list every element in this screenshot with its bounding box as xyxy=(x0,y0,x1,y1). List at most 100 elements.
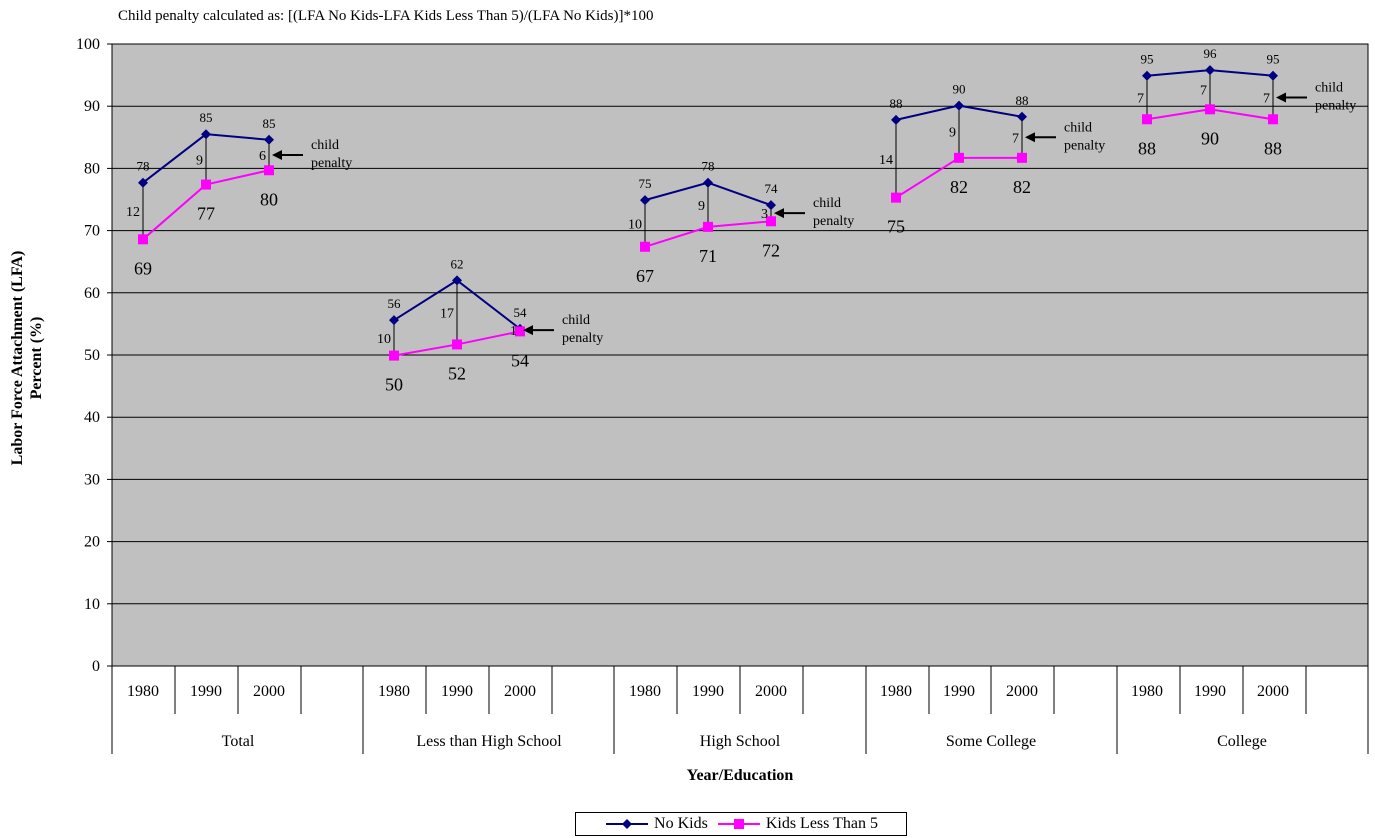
child-penalty-label: 17 xyxy=(440,306,454,321)
no-kids-data-label: 95 xyxy=(1141,52,1154,67)
child-penalty-label: 7 xyxy=(1137,91,1144,106)
x-group-label: Less than High School xyxy=(416,733,562,750)
no-kids-point xyxy=(640,195,650,206)
kids-less-than-5-data-label: 75 xyxy=(887,217,905,237)
child-penalty-label: 7 xyxy=(1200,84,1207,99)
child-penalty-label: 7 xyxy=(1263,91,1270,106)
x-tick-label-year: 1990 xyxy=(190,683,222,700)
x-axis-title: Year/Education xyxy=(687,767,794,784)
kids-less-than-5-point xyxy=(703,221,713,232)
child-penalty-annotation: penalty xyxy=(1064,138,1105,153)
child-penalty-label: 1 xyxy=(510,324,517,339)
no-kids-data-label: 54 xyxy=(514,305,528,320)
child-penalty-label: 14 xyxy=(879,153,893,168)
child-penalty-label: 3 xyxy=(761,207,768,222)
no-kids-point xyxy=(138,177,148,188)
legend-label-kids-less-than-5: Kids Less Than 5 xyxy=(765,815,878,832)
child-penalty-annotation: child xyxy=(1315,80,1343,95)
kids-less-than-5-point xyxy=(515,326,525,337)
no-kids-data-label: 85 xyxy=(263,116,276,131)
kids-less-than-5-data-label: 50 xyxy=(385,375,403,395)
child-penalty-label: 7 xyxy=(1012,131,1019,146)
x-tick-label-year: 1980 xyxy=(880,683,912,700)
child-penalty-label: 12 xyxy=(126,205,140,220)
kids-less-than-5-data-label: 88 xyxy=(1138,138,1156,158)
x-tick-label-year: 2000 xyxy=(755,683,787,700)
y-tick-label: 70 xyxy=(84,223,100,240)
kids-less-than-5-point xyxy=(1017,152,1027,163)
child-penalty-annotation: penalty xyxy=(311,156,352,171)
y-tick-label: 50 xyxy=(84,347,100,364)
child-penalty-label: 9 xyxy=(949,126,956,141)
kids-less-than-5-data-label: 90 xyxy=(1201,128,1219,148)
no-kids-data-label: 95 xyxy=(1267,52,1280,67)
kids-less-than-5-point xyxy=(1142,114,1152,125)
legend-label-no-kids: No Kids xyxy=(654,815,708,832)
y-tick-label: 40 xyxy=(84,409,100,426)
no-kids-point xyxy=(703,177,713,188)
y-tick-label: 60 xyxy=(84,285,100,302)
x-tick-label-year: 1990 xyxy=(692,683,724,700)
x-tick-label-year: 1990 xyxy=(943,683,975,700)
child-penalty-annotation: child xyxy=(1064,120,1092,135)
child-penalty-label: 9 xyxy=(196,153,203,168)
x-tick-label-year: 2000 xyxy=(253,683,285,700)
y-tick-label: 80 xyxy=(84,160,100,177)
kids-less-than-5-data-label: 52 xyxy=(448,363,466,383)
x-tick-label-year: 1990 xyxy=(1194,683,1226,700)
no-kids-point xyxy=(891,114,901,125)
no-kids-point xyxy=(954,100,964,111)
kids-less-than-5-point xyxy=(1268,114,1278,125)
y-tick-label: 30 xyxy=(84,471,100,488)
child-penalty-label: 9 xyxy=(698,199,705,214)
no-kids-data-label: 85 xyxy=(200,110,213,125)
x-tick-label-year: 1980 xyxy=(127,683,159,700)
no-kids-point xyxy=(389,315,399,326)
kids-less-than-5-data-label: 67 xyxy=(636,266,654,286)
no-kids-data-label: 62 xyxy=(451,256,464,271)
no-kids-data-label: 78 xyxy=(702,159,715,174)
kids-less-than-5-data-label: 72 xyxy=(762,240,780,260)
no-kids-data-label: 78 xyxy=(137,159,150,174)
no-kids-data-label: 88 xyxy=(1016,93,1029,108)
kids-less-than-5-point xyxy=(452,339,462,350)
legend-swatch-kids-less-than-5 xyxy=(717,819,760,829)
kids-less-than-5-data-label: 69 xyxy=(134,258,152,278)
kids-less-than-5-point xyxy=(640,241,650,252)
x-group-label: College xyxy=(1217,733,1267,750)
child-penalty-arrowhead xyxy=(272,150,282,161)
legend-item-no-kids: No Kids xyxy=(604,815,708,833)
child-penalty-label: 10 xyxy=(628,217,642,232)
kids-less-than-5-data-label: 77 xyxy=(197,204,215,224)
child-penalty-annotation: child xyxy=(813,196,841,211)
no-kids-point xyxy=(201,129,211,140)
child-penalty-annotation: penalty xyxy=(1315,98,1356,113)
no-kids-point xyxy=(1268,70,1278,81)
kids-less-than-5-point xyxy=(264,165,274,176)
x-tick-label-year: 1980 xyxy=(378,683,410,700)
y-axis-title: Labor Force Attachment (LFA) Percent (%) xyxy=(9,251,45,466)
kids-less-than-5-data-label: 82 xyxy=(950,177,968,197)
y-tick-label: 20 xyxy=(84,534,100,551)
child-penalty-arrowhead xyxy=(774,208,784,219)
x-tick-label-year: 1990 xyxy=(441,683,473,700)
no-kids-data-label: 75 xyxy=(639,176,652,191)
no-kids-data-label: 74 xyxy=(765,181,779,196)
no-kids-point xyxy=(264,134,274,145)
y-tick-label: 100 xyxy=(76,36,100,53)
kids-less-than-5-point xyxy=(1205,104,1215,115)
legend-item-kids-less-than-5: Kids Less Than 5 xyxy=(716,815,878,833)
child-penalty-arrowhead xyxy=(1276,92,1286,103)
child-penalty-arrowhead xyxy=(1025,132,1035,143)
kids-less-than-5-data-label: 82 xyxy=(1013,177,1031,197)
x-group-label: Some College xyxy=(946,733,1036,750)
kids-less-than-5-data-label: 88 xyxy=(1264,138,1282,158)
no-kids-point xyxy=(766,200,776,211)
no-kids-data-label: 56 xyxy=(388,296,402,311)
x-tick-label-year: 2000 xyxy=(504,683,536,700)
legend-swatch-no-kids xyxy=(606,819,649,829)
legend: No Kids Kids Less Than 5 xyxy=(575,812,907,836)
child-penalty-label: 6 xyxy=(259,149,266,164)
x-tick-label-year: 2000 xyxy=(1006,683,1038,700)
